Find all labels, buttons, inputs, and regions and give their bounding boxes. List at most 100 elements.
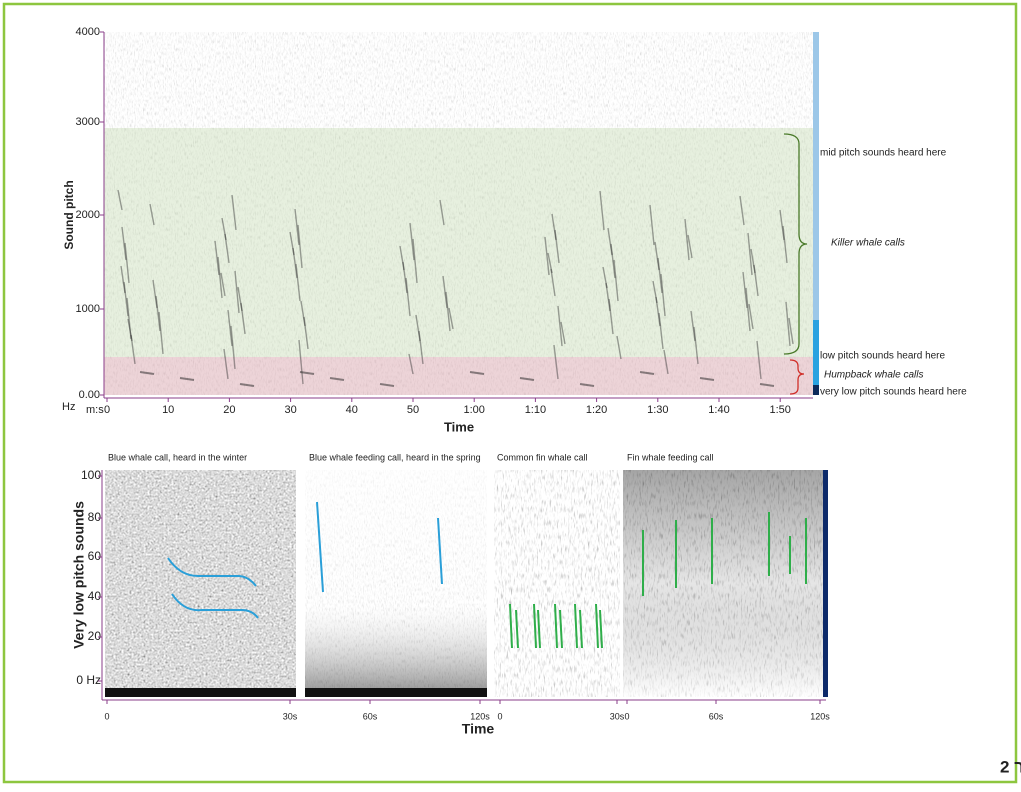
streak — [221, 217, 227, 241]
streak — [408, 353, 414, 375]
streak — [608, 298, 614, 335]
green — [559, 609, 563, 649]
streak — [747, 232, 753, 276]
streak — [292, 247, 298, 279]
y-tick-label: 40 — [88, 589, 102, 603]
spectrogram-image — [494, 470, 620, 697]
streak — [231, 194, 237, 231]
y-axis-title: Sound pitch — [62, 180, 76, 249]
streak — [239, 383, 255, 387]
top-spectrogram — [103, 32, 819, 399]
x-tick-label: 120s — [810, 711, 830, 721]
annotation: mid pitch sounds heard here — [820, 148, 947, 159]
call-trace — [167, 557, 259, 619]
streak — [179, 377, 195, 381]
streak — [240, 302, 246, 335]
killer-whale-brace — [783, 133, 808, 355]
streak — [739, 195, 745, 226]
x-tick-label: 0 — [104, 711, 109, 721]
streak — [224, 233, 230, 264]
streak — [750, 248, 756, 274]
streak — [298, 339, 304, 385]
streak — [227, 309, 233, 347]
x-tick-label: 30s — [283, 711, 298, 721]
annotation: Killer whale calls — [831, 238, 905, 249]
streak — [693, 326, 699, 365]
spectrogram-image — [105, 470, 296, 697]
streak — [299, 371, 315, 375]
streak — [657, 257, 663, 294]
shading — [305, 688, 487, 697]
call-streaks — [117, 189, 794, 387]
streak — [547, 252, 553, 274]
streak — [560, 321, 566, 345]
streak — [303, 316, 309, 350]
streak — [117, 189, 123, 211]
x-axis-title: Time — [462, 721, 495, 737]
green — [574, 603, 578, 649]
x-tick-label: 10 — [162, 404, 174, 416]
streak — [379, 383, 395, 387]
streak — [155, 295, 161, 332]
streak — [289, 231, 295, 256]
green — [533, 603, 537, 649]
streak — [409, 222, 415, 261]
streak — [149, 203, 155, 226]
streak — [412, 238, 418, 284]
streak — [544, 236, 550, 276]
streak — [742, 271, 748, 309]
low-pitch-band — [104, 357, 813, 395]
streak — [297, 224, 303, 269]
green — [509, 603, 513, 649]
streak — [658, 312, 664, 350]
x-tick-label: 20 — [223, 404, 235, 416]
streak — [124, 242, 130, 284]
streak — [295, 263, 301, 302]
streak — [745, 287, 751, 332]
x-tick-label: 1:20 — [586, 404, 607, 416]
streak — [654, 241, 660, 271]
y-tick-label: 2000 — [76, 209, 100, 221]
scale-bar — [813, 32, 819, 320]
call-trace — [316, 501, 443, 593]
y-tick-label: 20 — [88, 629, 102, 643]
streak — [610, 243, 616, 279]
streak — [445, 291, 451, 332]
streak — [439, 199, 445, 226]
streak — [130, 334, 136, 365]
y-tick-label: 3000 — [76, 116, 100, 128]
streak — [123, 281, 129, 317]
streak — [690, 310, 696, 342]
streak — [158, 311, 164, 355]
streak — [753, 264, 759, 297]
streak — [663, 349, 669, 375]
streak — [448, 307, 454, 330]
x-tick-label: 1:50 — [769, 404, 790, 416]
x-tick-label: 30 — [284, 404, 296, 416]
x-unit: m:s — [86, 404, 104, 416]
streak — [418, 330, 424, 365]
streak — [607, 227, 613, 256]
x-tick-label: 0 — [624, 711, 629, 721]
streak — [230, 325, 236, 370]
streak — [121, 226, 127, 261]
x-tick-label: 30s — [610, 711, 625, 721]
y-tick-label: 80 — [88, 510, 102, 524]
y-tick-label: 4000 — [76, 26, 100, 38]
streak — [234, 270, 240, 314]
y-unit: Hz — [62, 401, 75, 413]
green — [537, 609, 541, 649]
streak — [217, 256, 223, 299]
streak — [214, 240, 220, 276]
streak — [223, 348, 229, 380]
green — [515, 609, 519, 649]
streak — [599, 190, 605, 231]
panel-title: Blue whale feeding call, heard in the sp… — [309, 452, 481, 462]
x-tick-label: 1:40 — [708, 404, 729, 416]
streak — [237, 286, 243, 312]
y-tick-label: 60 — [88, 549, 102, 563]
streak — [120, 265, 126, 294]
x-tick-label: 50 — [407, 404, 419, 416]
annotation: low pitch sounds heard here — [820, 351, 946, 362]
